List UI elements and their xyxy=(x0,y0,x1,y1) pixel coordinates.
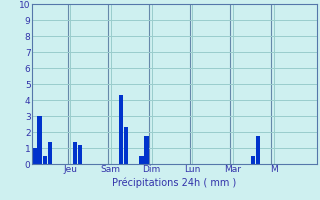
Bar xyxy=(139,156,143,164)
Bar xyxy=(73,142,77,164)
Bar xyxy=(251,156,255,164)
X-axis label: Précipitations 24h ( mm ): Précipitations 24h ( mm ) xyxy=(112,177,236,188)
Bar xyxy=(48,142,52,164)
Bar xyxy=(144,136,148,164)
Bar xyxy=(43,156,47,164)
Bar xyxy=(37,116,42,164)
Bar xyxy=(124,127,128,164)
Bar xyxy=(32,148,37,164)
Bar xyxy=(78,145,83,164)
Bar xyxy=(119,95,123,164)
Bar xyxy=(256,136,260,164)
